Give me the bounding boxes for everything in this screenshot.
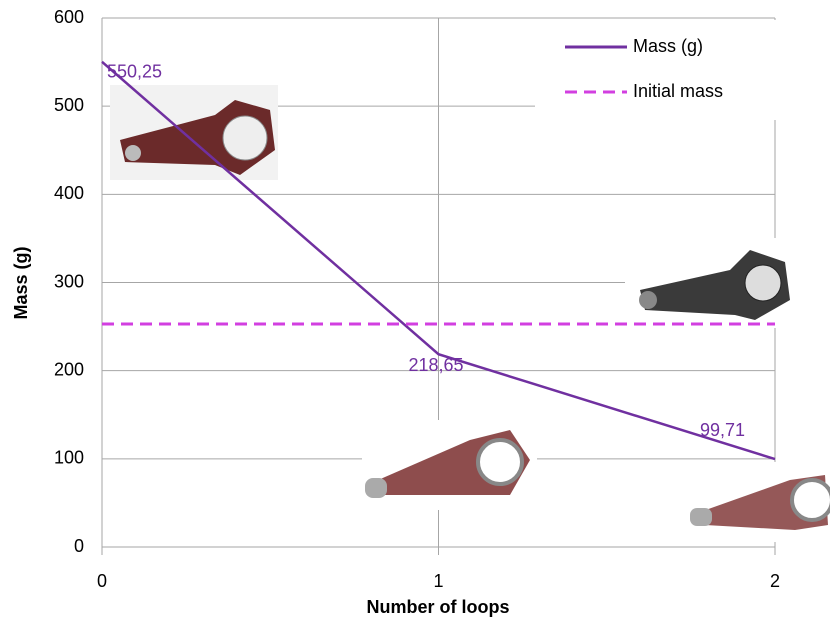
legend-label: Mass (g) <box>633 36 703 56</box>
y-tick-label: 600 <box>54 7 84 27</box>
data-label: 218,65 <box>409 355 464 375</box>
x-axis-title: Number of loops <box>367 597 510 617</box>
legend-label: Initial mass <box>633 81 723 101</box>
data-line <box>101 60 776 461</box>
x-tick-label: 1 <box>433 571 443 591</box>
y-tick-label: 500 <box>54 95 84 115</box>
legend-box <box>535 20 780 120</box>
rod-image-gray <box>625 238 795 328</box>
part-images <box>110 85 830 542</box>
rod-image-loop2 <box>690 462 830 542</box>
rod-image-initial <box>110 85 278 180</box>
y-tick-label: 0 <box>74 536 84 556</box>
y-tick-label: 200 <box>54 359 84 379</box>
y-tick-label: 400 <box>54 183 84 203</box>
data-label: 550,25 <box>107 62 162 82</box>
y-axis-title: Mass (g) <box>11 246 31 319</box>
y-tick-label: 100 <box>54 448 84 468</box>
x-tick-label: 2 <box>770 571 780 591</box>
y-tick-label: 300 <box>54 271 84 291</box>
data-label: 99,71 <box>700 420 745 440</box>
rod-image-loop1 <box>362 420 537 510</box>
x-tick-label: 0 <box>97 571 107 591</box>
